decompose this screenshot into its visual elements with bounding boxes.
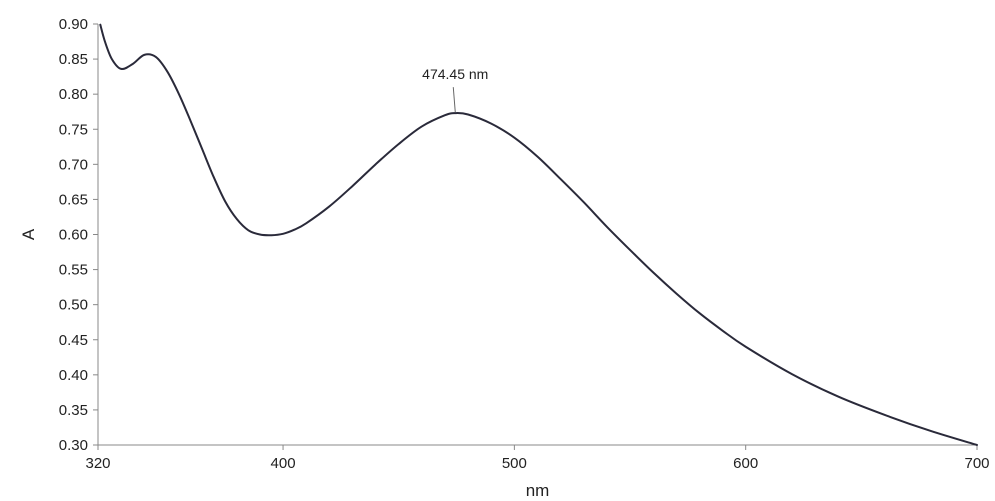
y-tick-label: 0.60	[59, 227, 88, 244]
peak-annotation-label: 474.45 nm	[422, 66, 488, 82]
y-tick-label: 0.30	[59, 437, 88, 454]
y-tick-label: 0.50	[59, 297, 88, 314]
y-tick-label: 0.65	[59, 191, 88, 208]
peak-annotation-leader	[452, 87, 456, 113]
spectrum-line-series-0	[99, 23, 978, 446]
x-tick-label: 700	[964, 455, 989, 472]
x-tick-label: 320	[85, 455, 110, 472]
y-tick-label: 0.85	[59, 51, 88, 68]
x-tick-label: 500	[502, 455, 527, 472]
y-tick-label: 0.35	[59, 402, 88, 419]
y-tick-label: 0.90	[59, 16, 88, 33]
x-tick-label: 400	[271, 455, 296, 472]
ticks-group: 0.30 0.35 0.40 0.45 0.50 0.55 0.60 0.65 0.70 0.75…	[59, 16, 990, 472]
y-tick-label: 0.75	[59, 121, 88, 138]
y-tick-label: 0.70	[59, 156, 88, 173]
y-tick-label: 0.40	[59, 367, 88, 384]
annotation-group: 474.45 nm	[422, 66, 488, 113]
y-tick-label: 0.80	[59, 86, 88, 103]
axes-group	[97, 24, 977, 446]
y-axis-title: A	[19, 228, 38, 240]
y-tick-label: 0.55	[59, 262, 88, 279]
x-tick-label: 600	[733, 455, 758, 472]
y-tick-label: 0.45	[59, 332, 88, 349]
series-group	[99, 23, 978, 446]
x-axis-title: nm	[526, 481, 550, 500]
